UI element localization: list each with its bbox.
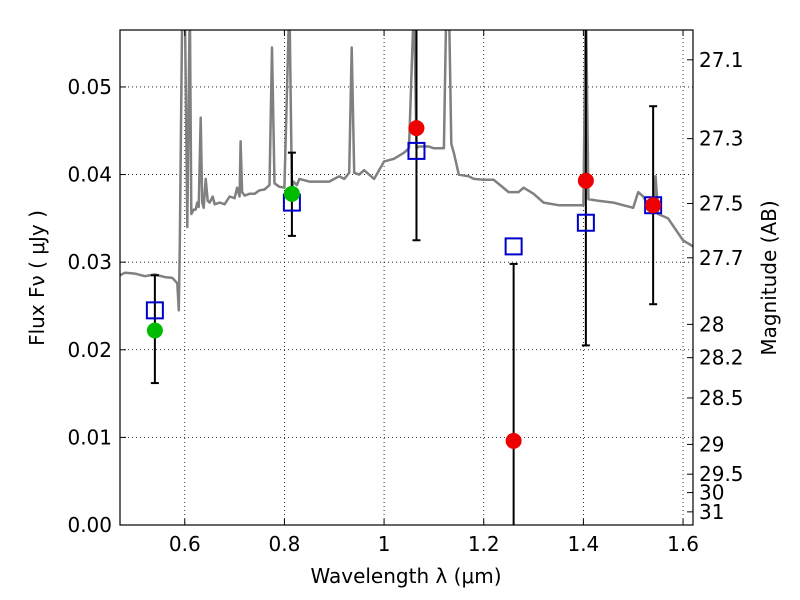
y-tick-label: 0.00 — [67, 513, 112, 537]
model-point — [407, 141, 426, 160]
right-tick-label: 30 — [699, 481, 724, 505]
measurement-point — [577, 172, 594, 189]
detection-point — [146, 322, 163, 339]
right-tick-label: 27.3 — [699, 127, 744, 151]
measurement-point — [505, 432, 522, 449]
y-tick-label: 0.01 — [67, 425, 112, 449]
right-tick-label: 31 — [699, 500, 724, 524]
right-tick-label: 28.2 — [699, 346, 744, 370]
detection-point — [283, 185, 300, 202]
y-tick-label: 0.04 — [67, 163, 112, 187]
x-tick-label: 0.8 — [269, 532, 301, 556]
right-tick-label: 28 — [699, 312, 724, 336]
y-tick-label: 0.03 — [67, 250, 112, 274]
x-tick-label: 0.6 — [169, 532, 201, 556]
axes: 0.6 0.8 1 1.2 1.4 1.6 0.00 0.01 0.02 0.03 0.04 0.05… — [67, 30, 744, 556]
y-tick-label: 0.05 — [67, 75, 112, 99]
model-point — [145, 301, 164, 320]
right-tick-label: 27.5 — [699, 191, 744, 215]
right-tick-label: 28.5 — [699, 386, 744, 410]
model-point — [504, 237, 523, 256]
y-axis-label: Flux Fν ( μJy ) — [25, 210, 49, 346]
x-tick-label: 1.2 — [468, 532, 500, 556]
grid — [120, 30, 693, 526]
measurement-point — [408, 120, 425, 137]
right-tick-label: 27.7 — [699, 246, 744, 270]
spectrum-line — [120, 30, 693, 312]
measurement-point — [645, 197, 662, 214]
x-tick-label: 1 — [378, 532, 391, 556]
right-tick-label: 29 — [699, 432, 724, 456]
x-tick-label: 1.6 — [667, 532, 699, 556]
plot-frame — [119, 29, 694, 526]
plot-area — [119, 29, 694, 526]
x-axis-label: Wavelength λ (μm) — [310, 564, 501, 588]
x-tick-label: 1.4 — [567, 532, 599, 556]
right-tick-label: 29.5 — [699, 462, 744, 486]
model-point — [576, 213, 595, 232]
right-axis-label: Magnitude (AB) — [757, 200, 781, 355]
plot-frame-bg — [120, 30, 693, 525]
right-tick-label: 27.1 — [699, 48, 744, 72]
y-tick-label: 0.02 — [67, 338, 112, 362]
data-layer — [120, 30, 693, 525]
